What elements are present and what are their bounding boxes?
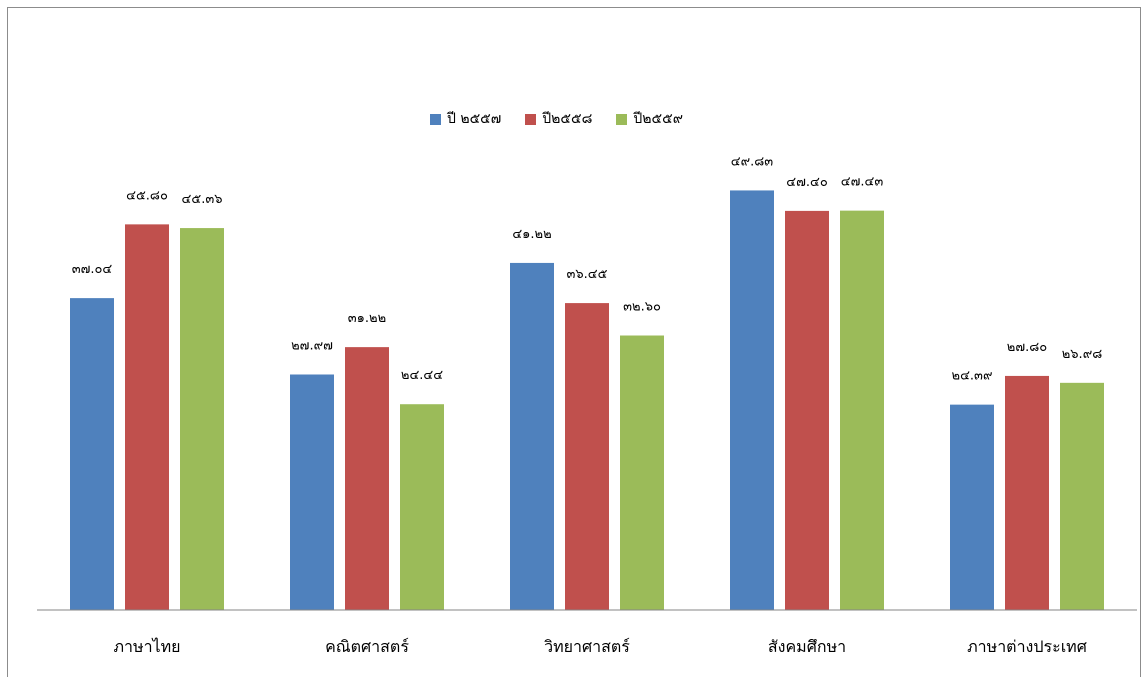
data-label-s2-c2: ๓๑.๒๒ [348,311,386,326]
bar-s1-c4 [730,190,774,610]
bar-s2-c4 [785,210,829,610]
x-tick-label-3: วิทยาศาสตร์ [544,637,630,656]
x-tick-label-4: สังคมศึกษา [768,637,846,656]
data-label-s1-c5: ๒๔.๓๙ [952,369,993,384]
bar-s3-c5 [1060,382,1104,610]
legend-item-series-2: ปี๒๕๕๘ [525,108,592,130]
data-label-s3-c5: ๒๖.๙๘ [1062,347,1103,362]
data-label-s3-c2: ๒๔.๔๔ [401,368,443,383]
bar-s1-c5 [950,404,994,610]
bar-s3-c3 [620,335,664,610]
bar-s1-c2 [290,374,334,610]
bar-s1-c1 [70,298,114,610]
legend-swatch-series-1 [430,113,441,125]
legend-item-series-3: ปี๒๕๕๙ [616,108,683,130]
data-label-s3-c3: ๓๒.๖๐ [623,300,661,315]
x-tick-label-2: คณิตศาสตร์ [325,637,409,656]
bar-s2-c2 [345,347,389,610]
legend: ปี ๒๕๕๗ ปี๒๕๕๘ ปี๒๕๕๙ [430,108,683,130]
data-label-s1-c3: ๔๑.๒๒ [512,227,551,242]
x-tick-label-1: ภาษาไทย [113,637,180,656]
legend-label-series-1: ปี ๒๕๕๗ [447,111,502,127]
legend-label-series-2: ปี๒๕๕๘ [542,111,593,127]
bar-s3-c1 [180,228,224,611]
legend-label-series-3: ปี๒๕๕๙ [633,111,683,127]
bar-s3-c4 [840,210,884,610]
data-label-s1-c1: ๓๗.๐๔ [72,262,113,277]
bar-s3-c2 [400,404,444,610]
x-tick-label-5: ภาษาต่างประเทศ [967,637,1087,656]
legend-item-series-1: ปี ๒๕๕๗ [430,108,501,130]
data-label-s1-c4: ๔๙.๘๓ [731,154,774,169]
data-label-s2-c1: ๔๕.๘๐ [126,188,168,203]
data-label-s2-c4: ๔๗.๔๐ [786,175,828,190]
bar-s2-c1 [125,224,169,610]
bar-s2-c5 [1005,375,1049,610]
data-label-s2-c3: ๓๖.๔๕ [567,267,608,282]
data-label-s1-c2: ๒๗.๙๗ [291,338,333,353]
data-label-s3-c1: ๔๕.๓๖ [182,192,223,207]
data-label-s3-c4: ๔๗.๔๓ [841,175,884,190]
data-label-s2-c5: ๒๗.๘๐ [1007,340,1048,355]
legend-swatch-series-3 [616,113,628,125]
legend-swatch-series-2 [525,113,537,125]
bar-s1-c3 [510,262,554,610]
bar-s2-c3 [565,303,609,610]
